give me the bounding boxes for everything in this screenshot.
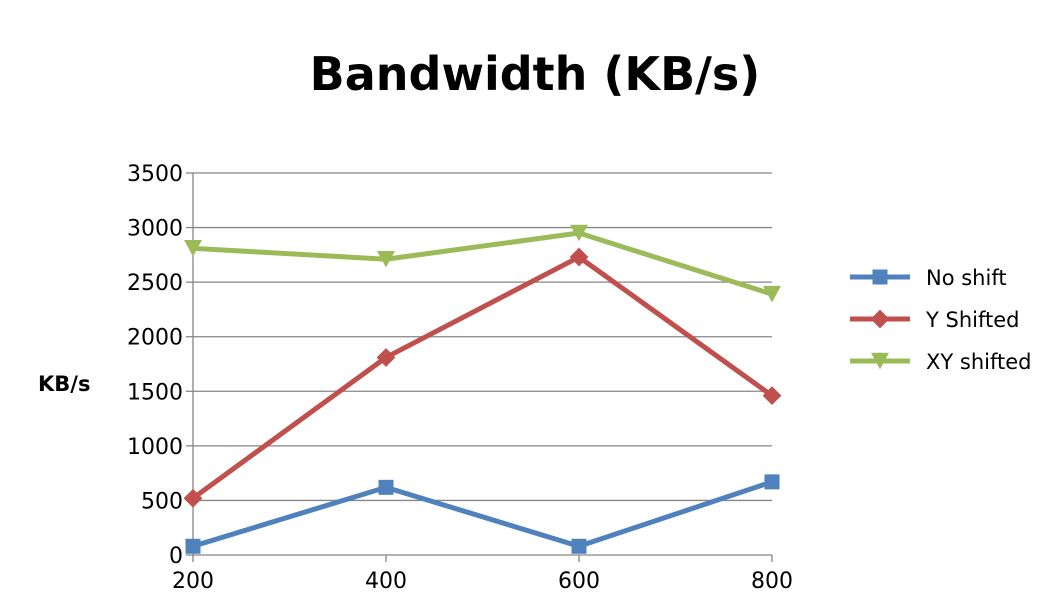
y-tick-label: 2000 — [127, 326, 183, 351]
series-2 — [183, 247, 782, 508]
chart-title: Bandwidth (KB/s) — [310, 47, 761, 101]
y-tick-label: 0 — [169, 544, 183, 569]
data-point — [183, 488, 203, 508]
data-point — [569, 247, 589, 267]
data-point — [763, 285, 781, 303]
y-tick-label: 3000 — [127, 217, 183, 242]
y-tick-label: 500 — [141, 489, 183, 514]
y-axis-label: KB/s — [38, 372, 90, 396]
series-3 — [184, 224, 781, 303]
legend-entry: Y Shifted — [850, 308, 1020, 332]
data-point — [872, 269, 888, 285]
data-point — [764, 474, 780, 490]
legend-label: No shift — [926, 266, 1007, 290]
legend-label: Y Shifted — [925, 308, 1020, 332]
series-line — [191, 254, 774, 501]
y-tick-labels: 0 500 1000 1500 2000 2500 3000 3500 — [127, 162, 183, 569]
axes — [186, 172, 773, 562]
gridlines — [193, 172, 772, 502]
legend: No shift Y Shifted XY shifted — [850, 266, 1031, 374]
legend-entry: XY shifted — [850, 350, 1031, 374]
y-tick-label: 3500 — [127, 162, 183, 187]
x-tick-labels: 200 400 600 800 — [172, 569, 793, 594]
legend-label: XY shifted — [926, 350, 1031, 374]
y-tick-label: 1500 — [127, 380, 183, 405]
data-point — [376, 348, 396, 367]
x-tick-label: 800 — [751, 569, 793, 594]
data-point — [762, 386, 782, 406]
data-point — [871, 352, 889, 370]
y-tick-label: 1000 — [127, 435, 183, 460]
x-tick-label: 600 — [558, 569, 600, 594]
series-lines — [183, 224, 782, 554]
data-point — [185, 538, 201, 554]
data-point — [571, 538, 587, 554]
data-point — [377, 250, 395, 268]
data-point — [870, 309, 890, 329]
series-line — [192, 230, 773, 297]
x-tick-label: 200 — [172, 569, 214, 594]
series-line — [192, 479, 773, 549]
legend-entry: No shift — [850, 266, 1007, 290]
data-point — [378, 479, 394, 495]
series-1 — [185, 474, 780, 554]
x-tick-label: 400 — [365, 569, 407, 594]
y-tick-label: 2500 — [127, 271, 183, 296]
data-point — [570, 224, 588, 242]
data-point — [184, 240, 202, 257]
